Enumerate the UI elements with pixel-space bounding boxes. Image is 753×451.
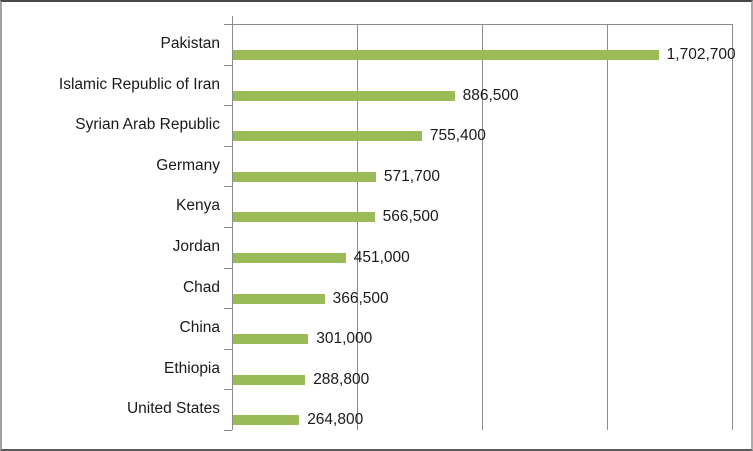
value-label: 566,500 <box>382 208 439 226</box>
category-tick-mark <box>224 105 232 107</box>
bar <box>233 90 455 101</box>
category-tick-mark <box>224 64 232 66</box>
bar <box>233 415 300 426</box>
category-tick-mark <box>224 308 232 310</box>
category-label: Chad <box>182 278 220 296</box>
category-axis-line <box>232 16 233 430</box>
bar <box>233 374 306 385</box>
bar <box>233 171 376 182</box>
category-tick-mark <box>224 145 232 147</box>
category-label: Kenya <box>176 197 220 215</box>
bar <box>233 334 309 345</box>
value-gridline <box>482 24 483 430</box>
value-label: 288,800 <box>313 370 370 388</box>
value-label: 755,400 <box>429 127 486 145</box>
value-label: 1,702,700 <box>666 46 736 63</box>
category-tick-mark <box>224 430 232 431</box>
category-tick-mark <box>224 348 232 350</box>
plot-top-border <box>232 24 732 25</box>
category-label: Germany <box>156 156 220 174</box>
bar <box>233 293 325 304</box>
category-label: United States <box>126 400 220 418</box>
value-label: 301,000 <box>316 330 373 348</box>
value-gridline <box>607 24 608 430</box>
category-label: Jordan <box>172 238 220 255</box>
category-label: Pakistan <box>160 35 220 52</box>
category-tick-mark <box>224 227 232 228</box>
value-label: 366,500 <box>332 289 389 307</box>
value-gridline <box>357 24 358 430</box>
category-label: Syrian Arab Republic <box>75 116 220 134</box>
value-label: 571,700 <box>383 167 440 185</box>
bar <box>233 253 346 263</box>
value-label: 886,500 <box>462 86 519 104</box>
category-label: China <box>179 319 221 337</box>
category-label: Islamic Republic of Iran <box>58 75 220 93</box>
bar <box>233 131 422 142</box>
category-tick-mark <box>224 186 232 188</box>
value-label: 451,000 <box>353 249 410 266</box>
category-tick-mark <box>224 389 232 391</box>
value-label: 264,800 <box>307 411 364 429</box>
category-tick-mark <box>224 267 232 269</box>
category-label: Ethiopia <box>163 359 220 377</box>
value-gridline <box>732 24 733 430</box>
bar <box>233 50 659 60</box>
category-tick-mark <box>224 24 232 25</box>
bar <box>233 212 375 223</box>
